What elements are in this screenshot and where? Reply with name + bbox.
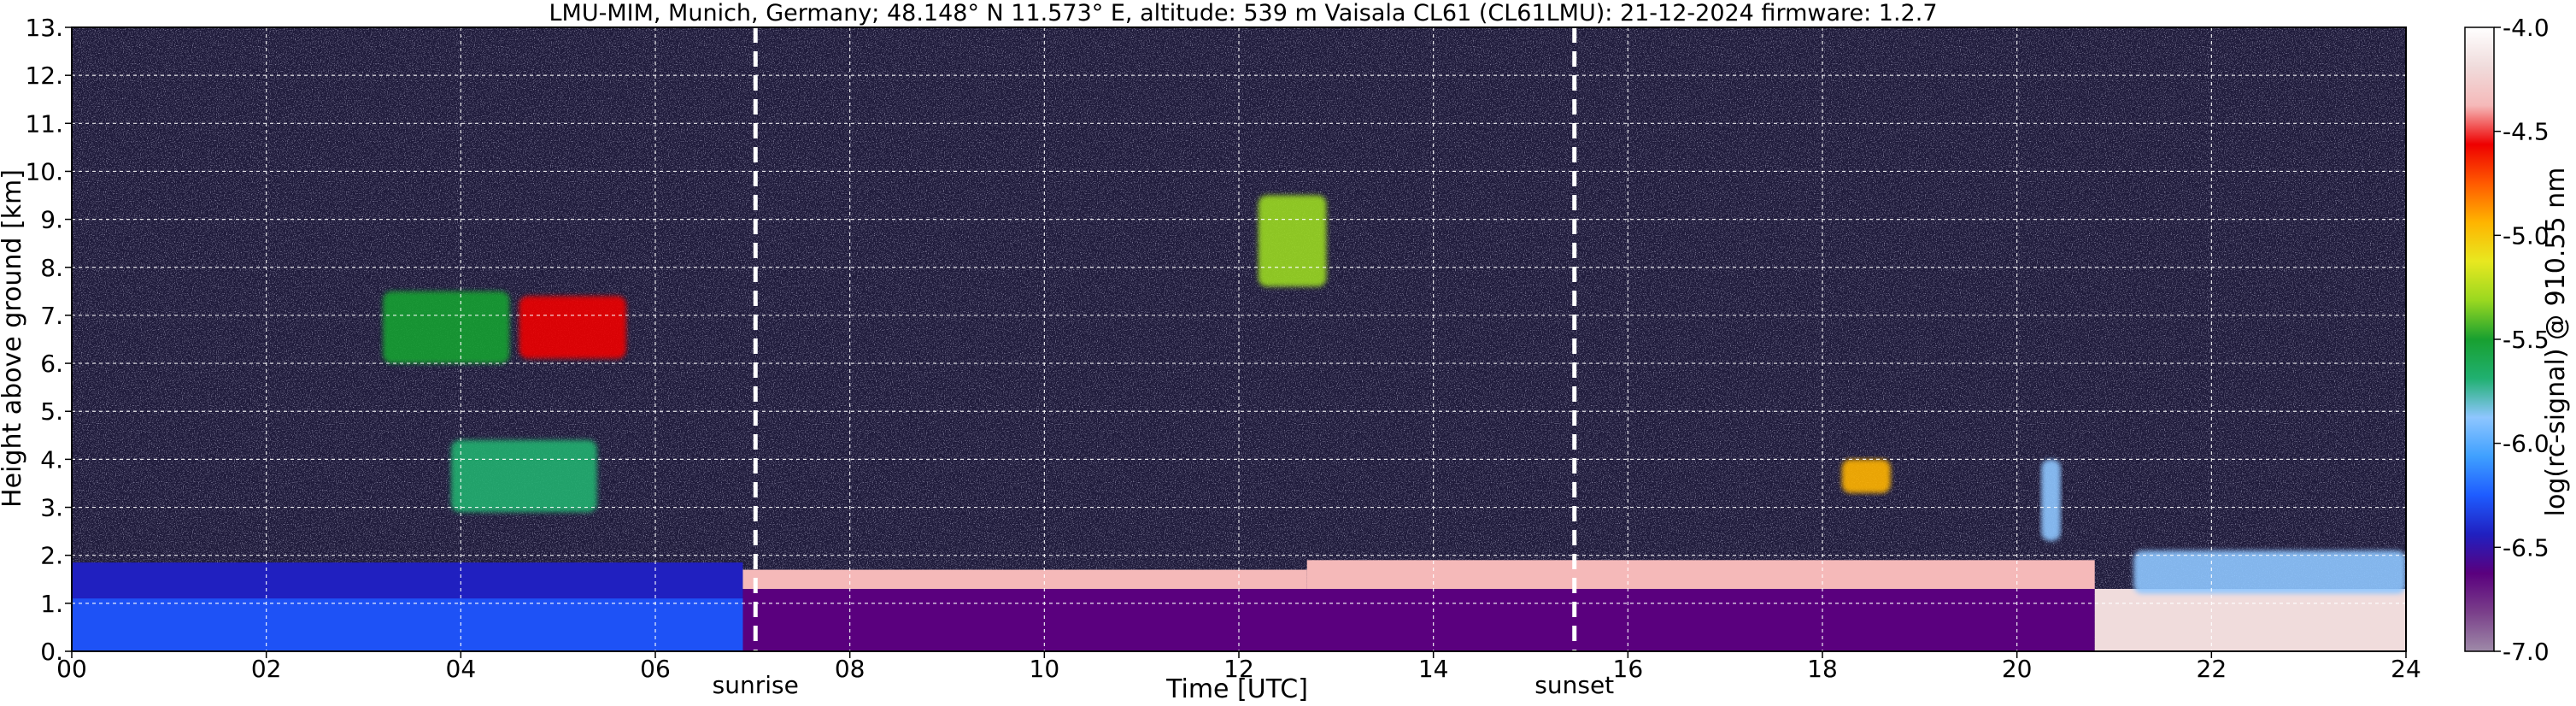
x-tick-label: 24 <box>2391 655 2421 683</box>
feature-cloud-layer <box>1306 560 2095 589</box>
y-tick-label: 3. <box>40 494 63 522</box>
x-tick-label: 02 <box>251 655 282 683</box>
colorbar-tick-label: -6.5 <box>2503 533 2550 562</box>
feature-cloud-patch <box>2133 550 2406 594</box>
x-tick-label: 22 <box>2197 655 2227 683</box>
y-tick-label: 0. <box>40 638 63 666</box>
feature-boundary-layer <box>742 584 2095 651</box>
y-tick-label: 11. <box>25 109 63 138</box>
colorbar-tick-label: -4.5 <box>2503 118 2550 146</box>
chart-title: LMU-MIM, Munich, Germany; 48.148° N 11.5… <box>549 0 1937 26</box>
feature-aerosol-layer <box>72 598 743 651</box>
y-tick-label: 6. <box>40 350 63 378</box>
plot-area: sunrise sunset <box>71 26 2407 699</box>
colorbar-tick-label: -6.0 <box>2503 430 2550 458</box>
y-tick-label: 13. <box>25 14 63 42</box>
x-tick-label: 04 <box>446 655 477 683</box>
colorbar: -7.0 -6.5 -6.0 -5.5 -5.0 -4.5 -4.0 log(rc-sign… <box>2464 14 2571 666</box>
feature-cloud-patch <box>519 296 626 359</box>
y-tick-label: 8. <box>40 254 63 282</box>
colorbar-tick-label: -7.0 <box>2503 638 2550 666</box>
colorbar-tick-label: -5.0 <box>2503 221 2550 250</box>
feature-precip-base <box>2094 589 2406 651</box>
heatmap-features <box>72 195 2406 651</box>
y-tick-label: 4. <box>40 445 63 474</box>
grid-lines <box>72 27 2406 651</box>
y-tick-label: 2. <box>40 542 63 570</box>
x-axis-label: Time [UTC] <box>1165 674 1308 704</box>
colorbar-scale <box>2464 26 2495 652</box>
x-tick-label: 06 <box>640 655 671 683</box>
x-tick-label: 18 <box>1807 655 1838 683</box>
y-tick-label: 10. <box>25 157 63 185</box>
colorbar-tick-label: -4.0 <box>2503 14 2550 42</box>
feature-cloud-patch <box>2041 459 2061 541</box>
feature-cloud-layer <box>742 569 1307 589</box>
y-axis: 0. 1. 2. 3. 4. 5. 6. 7. 8. 9. 10. 11. 12. 13. <box>25 14 72 666</box>
y-tick-label: 7. <box>40 302 63 330</box>
x-tick-label: 12 <box>1223 655 1254 683</box>
feature-cloud-patch <box>383 291 510 364</box>
colorbar-ticks: -7.0 -6.5 -6.0 -5.5 -5.0 -4.5 -4.0 <box>2494 14 2550 666</box>
x-axis: 00 02 04 06 08 10 12 14 16 18 20 22 24 <box>56 651 2421 683</box>
y-tick-label: 5. <box>40 397 63 426</box>
colorbar-tick-label: -5.5 <box>2503 326 2550 354</box>
x-tick-label: 14 <box>1418 655 1449 683</box>
x-tick-label: 00 <box>56 655 87 683</box>
y-tick-label: 9. <box>40 206 63 234</box>
event-label-sunrise: sunrise <box>713 671 799 699</box>
feature-cloud-patch <box>1841 459 1891 493</box>
colorbar-label: log(rc-signal) @ 910.55 nm <box>2541 168 2571 517</box>
event-markers: sunrise sunset <box>713 27 1614 699</box>
feature-cloud-patch <box>450 439 597 513</box>
y-tick-label: 12. <box>25 62 63 90</box>
x-tick-label: 08 <box>835 655 866 683</box>
x-tick-label: 10 <box>1030 655 1060 683</box>
x-tick-label: 20 <box>2002 655 2033 683</box>
y-axis-label: Height above ground [km] <box>0 169 27 508</box>
x-tick-label: 16 <box>1613 655 1644 683</box>
y-tick-label: 1. <box>40 590 63 618</box>
feature-cloud-patch <box>1258 195 1327 287</box>
event-label-sunset: sunset <box>1534 671 1614 699</box>
